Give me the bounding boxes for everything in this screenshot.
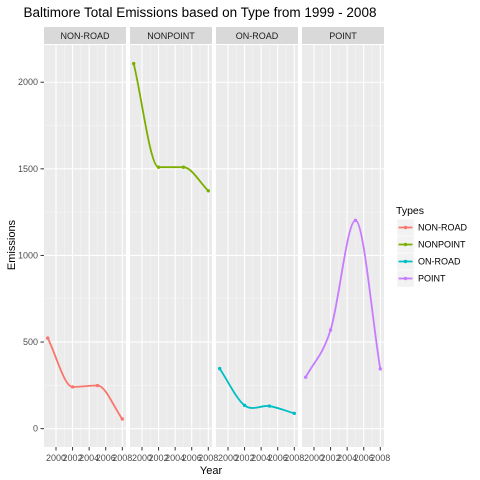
- panel-background: [216, 45, 298, 447]
- x-tick-label: 2002: [321, 453, 341, 463]
- x-tick-label: 2000: [304, 453, 324, 463]
- data-point: [292, 411, 296, 416]
- legend-key-point: [403, 242, 408, 247]
- facet-strip-label: POINT: [329, 31, 357, 41]
- data-point: [378, 367, 382, 371]
- y-tick-label: 500: [23, 337, 38, 347]
- data-point: [353, 218, 358, 223]
- data-point: [267, 404, 272, 408]
- legend-key-point: [403, 276, 408, 281]
- series-line: [304, 219, 382, 378]
- series-line: [218, 368, 295, 415]
- x-tick-label: 2004: [79, 453, 99, 463]
- data-point: [46, 336, 50, 340]
- data-point: [95, 383, 100, 388]
- series-line: [132, 63, 209, 192]
- x-tick-label: 2006: [182, 453, 202, 463]
- y-axis-title: Emissions: [6, 219, 18, 270]
- legend: Types NON-ROAD NONPOINT ON-ROAD POINT: [396, 205, 467, 288]
- data-point: [181, 165, 186, 169]
- x-tick-label: 2004: [251, 453, 271, 463]
- legend-item: POINT: [396, 269, 446, 288]
- series-line: [46, 337, 124, 420]
- x-tick-label: 2006: [268, 453, 288, 463]
- y-tick-label: 0: [33, 424, 38, 434]
- facet-strip-label: NON-ROAD: [61, 31, 110, 41]
- legend-item: NON-ROAD: [396, 218, 467, 237]
- y-tick-label: 1000: [18, 250, 38, 260]
- data-point: [156, 165, 161, 169]
- x-tick-label: 2000: [46, 453, 66, 463]
- y-tick-label: 2000: [18, 77, 38, 87]
- x-tick-label: 2006: [354, 453, 374, 463]
- legend-label: POINT: [418, 274, 446, 284]
- x-axis-title: Year: [200, 465, 223, 477]
- legend-label: NONPOINT: [418, 240, 466, 250]
- chart-title: Baltimore Total Emissions based on Type …: [24, 5, 377, 20]
- x-tick-label: 2008: [370, 453, 390, 463]
- facet-panels: NON-ROAD20002002200420062008NONPOINT2000…: [44, 27, 390, 463]
- data-point: [328, 328, 333, 332]
- facet-strip: [302, 27, 384, 44]
- data-point: [304, 375, 308, 379]
- x-tick-label: 2008: [112, 453, 132, 463]
- panel-background: [302, 45, 384, 447]
- legend-label: NON-ROAD: [418, 223, 467, 233]
- legend-item: ON-ROAD: [396, 252, 461, 271]
- facet-strip-label: ON-ROAD: [236, 31, 279, 41]
- data-point: [70, 385, 75, 389]
- x-tick-label: 2004: [165, 453, 185, 463]
- x-tick-label: 2002: [149, 453, 169, 463]
- facet-strip-label: NONPOINT: [147, 31, 195, 41]
- facet-strip: [216, 27, 298, 44]
- data-point: [218, 366, 222, 371]
- data-point: [242, 403, 247, 408]
- legend-title: Types: [396, 205, 424, 217]
- legend-key-point: [403, 259, 408, 264]
- data-point: [132, 61, 136, 66]
- facet-strip: [44, 27, 126, 44]
- y-tick-label: 1500: [18, 164, 38, 174]
- x-tick-label: 2008: [284, 453, 304, 463]
- x-tick-label: 2000: [132, 453, 152, 463]
- x-tick-label: 2000: [218, 453, 238, 463]
- data-point: [206, 189, 210, 193]
- data-point: [120, 417, 125, 421]
- x-tick-label: 2002: [63, 453, 83, 463]
- facet-strip: [130, 27, 212, 44]
- legend-key-point: [403, 225, 408, 230]
- x-tick-label: 2004: [337, 453, 357, 463]
- legend-label: ON-ROAD: [418, 257, 461, 267]
- x-tick-label: 2002: [235, 453, 255, 463]
- panel-background: [44, 45, 126, 447]
- legend-item: NONPOINT: [396, 235, 466, 254]
- x-tick-label: 2006: [96, 453, 116, 463]
- x-tick-label: 2008: [198, 453, 218, 463]
